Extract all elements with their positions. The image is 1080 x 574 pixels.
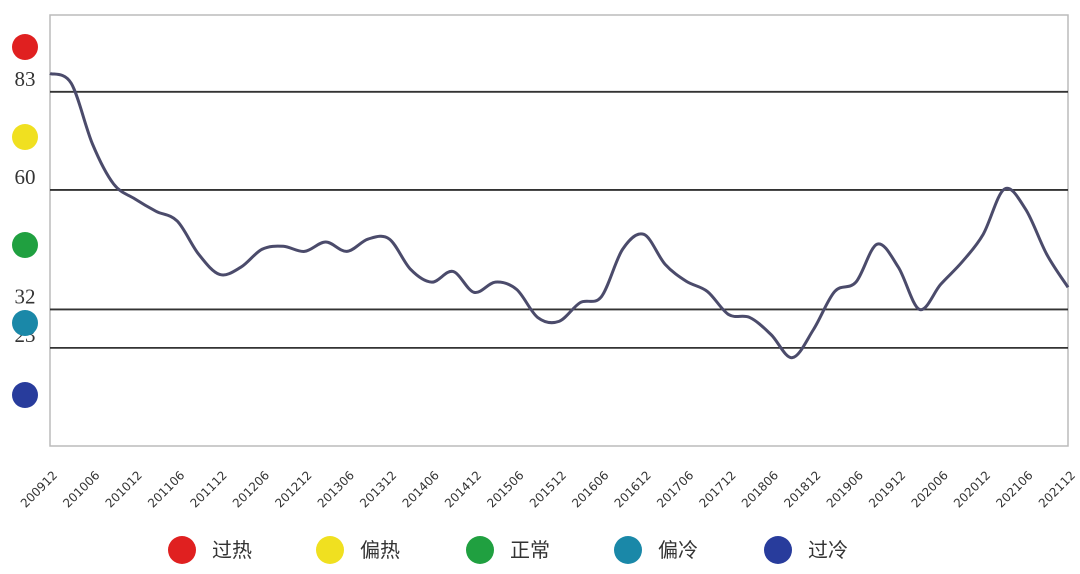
legend-marker [168, 536, 196, 564]
x-tick-label: 201906 [824, 468, 866, 510]
x-tick-label: 201012 [103, 468, 145, 510]
x-tick-label: 201312 [357, 468, 399, 510]
x-tick-label: 201812 [781, 468, 823, 510]
y-tick-label: 83 [15, 67, 36, 91]
legend-label: 偏热 [360, 538, 400, 562]
zone-indicator [12, 232, 38, 258]
y-tick-label: 60 [15, 165, 36, 189]
x-tick-label: 201506 [484, 468, 526, 510]
zone-indicator [12, 124, 38, 150]
zone-indicator [12, 310, 38, 336]
y-tick-label: 32 [15, 284, 36, 308]
legend-marker [764, 536, 792, 564]
legend-label: 过冷 [808, 538, 848, 562]
x-tick-label: 201712 [696, 468, 738, 510]
x-tick-label: 201406 [400, 468, 442, 510]
x-tick-label: 201806 [739, 468, 781, 510]
x-tick-label: 201912 [866, 468, 908, 510]
x-tick-label: 201306 [315, 468, 357, 510]
x-tick-label: 202112 [1036, 468, 1078, 510]
legend-marker [316, 536, 344, 564]
x-tick-label: 201206 [230, 468, 272, 510]
x-tick-label: 202106 [993, 468, 1035, 510]
x-tick-label: 202006 [909, 468, 951, 510]
x-tick-label: 201706 [654, 468, 696, 510]
data-line [49, 72, 1070, 360]
zone-indicator [12, 34, 38, 60]
x-tick-label: 201212 [272, 468, 314, 510]
x-tick-label: 200912 [18, 468, 60, 510]
x-tick-label: 201612 [612, 468, 654, 510]
legend-label: 过热 [212, 538, 252, 562]
legend-label: 正常 [510, 538, 550, 562]
legend-label: 偏冷 [658, 538, 698, 562]
legend-marker [466, 536, 494, 564]
x-tick-label: 201512 [527, 468, 569, 510]
x-tick-label: 201006 [60, 468, 102, 510]
zone-indicator [12, 382, 38, 408]
x-tick-label: 201112 [187, 468, 229, 510]
x-tick-label: 202012 [951, 468, 993, 510]
x-tick-label: 201606 [569, 468, 611, 510]
legend-marker [614, 536, 642, 564]
x-tick-label: 201412 [442, 468, 484, 510]
plot-frame [49, 14, 1069, 447]
x-tick-label: 201106 [145, 468, 187, 510]
